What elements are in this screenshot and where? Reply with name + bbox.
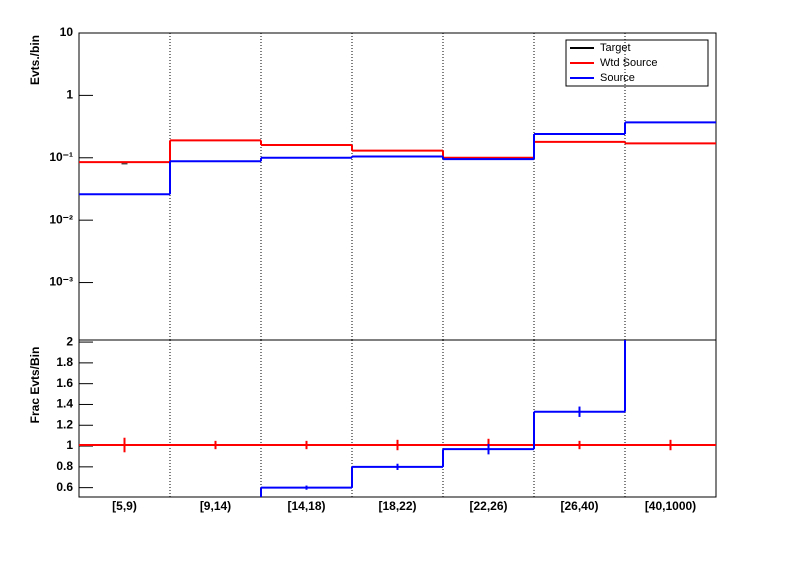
x-tick-label: [26,40) [560,499,598,513]
legend-label: Wtd Source [600,57,657,69]
x-tick-label: [22,26) [469,499,507,513]
y-tick-label: 1 [66,438,73,452]
plot-area [79,121,716,196]
y-axis-label: Evts./bin [28,35,42,85]
x-tick-label: [5,9) [112,499,137,513]
y-tick-label: 0.6 [56,480,73,494]
y-tick-label: 1.2 [56,417,73,431]
x-tick-label: [14,18) [287,499,325,513]
y-tick-label: 1.4 [56,397,73,411]
plot-area [79,340,716,497]
y-tick-label: 10⁻³ [49,275,73,289]
legend-label: Target [600,42,631,54]
y-tick-label: 2 [66,334,73,348]
bottom-frame [78,339,717,498]
x-tick-label: [40,1000) [645,499,696,513]
legend-label: Source [600,72,635,84]
x-tick-label: [9,14) [200,499,231,513]
y-tick-label: 1 [66,88,73,102]
y-tick-label: 10⁻¹ [49,150,73,164]
y-tick-label: 10 [60,25,74,39]
y-tick-label: 1.6 [56,376,73,390]
x-tick-label: [18,22) [378,499,416,513]
y-tick-label: 0.8 [56,459,73,473]
y-axis-label: Frac Evts/Bin [28,347,42,424]
y-tick-label: 10⁻² [49,212,73,226]
y-tick-label: 1.8 [56,355,73,369]
